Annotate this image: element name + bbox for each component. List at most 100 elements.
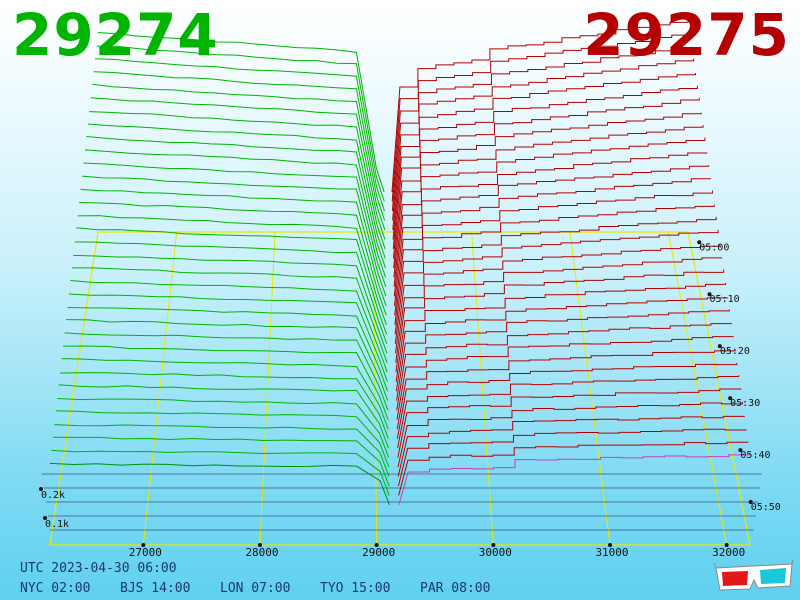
ask-depth-line <box>394 230 719 344</box>
ask-price: 29275 <box>583 1 790 69</box>
bid-depth-line <box>80 188 387 306</box>
ask-depth-line <box>397 428 747 487</box>
time-axis: 05:00 05:10 05:20 05:30 05:40 05:50 <box>697 240 781 513</box>
ask-depth-line <box>396 348 736 430</box>
bid-depth-line <box>87 123 386 259</box>
ask-depth-line <box>394 204 715 325</box>
price-tick-mark <box>374 543 379 547</box>
ask-depth-line <box>391 46 693 212</box>
bid-depth-line <box>51 449 390 496</box>
price-gridline <box>142 231 178 546</box>
ask-depth-line <box>396 322 732 411</box>
time-tick-label: 05:20 <box>720 346 750 357</box>
ask-depth-line <box>396 362 738 439</box>
price-tick-label: 29000 <box>362 546 395 559</box>
time-tick-mark <box>748 500 753 505</box>
timezone-bjs: BJS 14:00 <box>120 581 191 596</box>
time-tick-mark <box>697 240 702 245</box>
price-axis: 27000 28000 29000 30000 31000 32000 <box>129 543 745 559</box>
depth-tick-label: 0.1k <box>45 519 69 530</box>
bid-depth-line <box>64 332 389 411</box>
ask-depth-line <box>391 18 689 193</box>
bid-depth-line <box>97 32 385 193</box>
bid-depth-line <box>86 136 386 269</box>
timezone-lon: LON 07:00 <box>220 581 291 596</box>
ask-depth-line <box>392 97 700 249</box>
ask-depth-line <box>393 165 710 297</box>
ask-depth-line <box>395 297 728 392</box>
ask-depth-line <box>397 375 740 449</box>
price-tick-mark <box>608 543 612 547</box>
time-tick-label: 05:00 <box>699 242 729 253</box>
depth-tick-label: 0.2k <box>41 490 65 501</box>
ask-depth-line <box>392 58 695 221</box>
bid-depth-line <box>58 384 389 449</box>
ask-depth-line <box>396 336 734 420</box>
bid-depth-line <box>83 162 387 288</box>
price-tick-mark <box>141 543 146 547</box>
timezone-tyo: TYO 15:00 <box>320 581 391 596</box>
depth-axis: 0.2k 0.1k <box>39 487 69 530</box>
bid-depth-line <box>95 58 385 212</box>
utc-time: UTC 2023-04-30 06:00 <box>20 561 177 576</box>
ask-depth-line <box>392 112 702 259</box>
bid-depth-line <box>93 71 386 221</box>
bid-depth-line <box>52 436 390 487</box>
3d-glasses-icon[interactable] <box>714 560 794 594</box>
bid-depth-line <box>92 83 386 231</box>
bid-depth-line <box>84 149 387 278</box>
timezone-nyc: NYC 02:00 <box>20 581 91 596</box>
depth-tick-mark <box>39 487 43 491</box>
ask-depth-line <box>395 257 723 363</box>
time-tick-mark <box>728 396 733 401</box>
bid-depth-line <box>54 424 390 477</box>
bid-depth-line <box>67 307 389 392</box>
bid-depth-line <box>68 293 388 382</box>
ask-depth-line <box>398 441 749 496</box>
bid-depth-line <box>61 358 389 430</box>
bid-depth-line <box>49 462 390 506</box>
bid-depth-line <box>70 280 388 373</box>
price-tick-label: 31000 <box>595 546 628 559</box>
price-tick-mark <box>724 543 729 547</box>
bid-depth-line <box>71 267 388 363</box>
bid-depth-line <box>65 319 389 401</box>
bid-depth-line <box>57 398 390 458</box>
bid-depth-line <box>63 345 389 420</box>
bid-depth-line <box>89 111 386 250</box>
bid-depth-line <box>55 410 390 468</box>
price-tick-label: 32000 <box>712 546 745 559</box>
price-tick-label: 28000 <box>245 546 278 559</box>
ask-depth-line <box>397 401 743 468</box>
ask-depth-lines <box>391 18 751 506</box>
ask-depth-line <box>393 137 706 278</box>
bid-price: 29274 <box>12 1 219 69</box>
bid-depth-line <box>81 175 387 297</box>
bid-depth-line <box>79 202 387 316</box>
price-gridline <box>471 231 494 546</box>
ask-depth-line <box>392 85 698 240</box>
time-tick-mark <box>717 344 722 349</box>
chart-grid <box>42 231 762 546</box>
price-tick-mark <box>258 543 262 547</box>
ask-depth-line <box>393 178 712 306</box>
time-tick-mark <box>738 448 743 453</box>
time-tick-mark <box>707 292 712 297</box>
bid-depth-line <box>77 215 387 325</box>
price-tick-label: 30000 <box>479 546 512 559</box>
bid-depth-line <box>76 227 388 335</box>
time-tick-label: 05:40 <box>740 450 770 461</box>
price-tick-label: 27000 <box>129 546 162 559</box>
ask-depth-line <box>397 388 742 458</box>
timezone-par: PAR 08:00 <box>420 581 491 596</box>
ask-depth-line <box>395 282 727 382</box>
ask-depth-line <box>395 269 725 373</box>
ask-depth-line <box>395 244 721 354</box>
price-gridline <box>667 231 728 546</box>
bid-depth-line <box>90 97 386 240</box>
ask-depth-line <box>392 72 697 230</box>
price-tick-mark <box>491 543 496 547</box>
depth-tick-mark <box>43 516 47 520</box>
time-tick-label: 05:10 <box>710 294 740 305</box>
